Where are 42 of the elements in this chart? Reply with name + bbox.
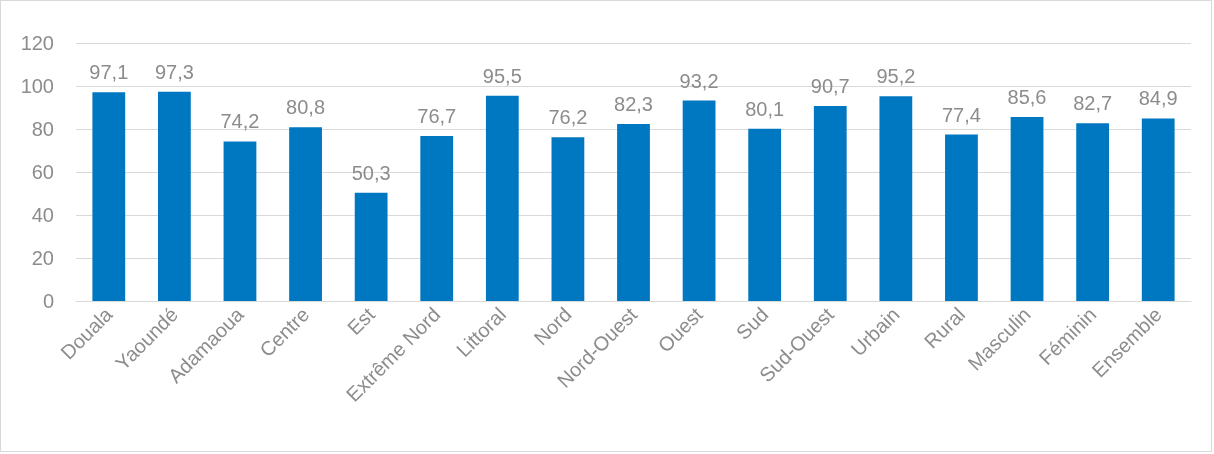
y-tick-label: 80 (31, 118, 54, 140)
data-label: 82,7 (1073, 92, 1113, 115)
data-label: 93,2 (679, 69, 719, 92)
data-label: 95,5 (482, 64, 522, 87)
bar (1141, 118, 1175, 301)
bar (485, 95, 519, 301)
bar (813, 106, 847, 301)
data-label: 95,2 (876, 65, 916, 88)
data-label: 80,8 (286, 96, 326, 119)
data-label: 50,3 (351, 161, 391, 184)
y-tick-label: 0 (42, 290, 54, 312)
bar (420, 136, 454, 301)
data-label: 85,6 (1007, 85, 1047, 108)
bar (682, 100, 716, 301)
bar (879, 96, 913, 301)
bar (945, 134, 978, 301)
y-tick-label: 120 (20, 32, 54, 54)
bar (157, 91, 191, 301)
bar (551, 137, 585, 301)
data-label: 90,7 (810, 75, 850, 97)
x-tick-label: Est (342, 302, 380, 340)
y-tick-label: 40 (31, 204, 54, 226)
bar (1076, 123, 1110, 301)
y-tick-label: 60 (31, 161, 54, 183)
bar (748, 128, 782, 301)
data-label: 74,2 (220, 110, 260, 133)
bar (223, 141, 257, 301)
y-tick-label: 100 (20, 75, 54, 97)
data-label: 97,1 (89, 61, 129, 84)
bar (617, 124, 650, 301)
y-tick-label: 20 (31, 247, 54, 269)
bar (92, 92, 126, 301)
data-label: 76,7 (417, 105, 457, 128)
data-label: 80,1 (745, 97, 785, 120)
bar (354, 192, 388, 301)
data-label: 97,3 (154, 60, 194, 83)
bar (289, 127, 322, 301)
bar (1010, 116, 1044, 301)
data-label: 84,9 (1138, 87, 1178, 110)
data-label: 76,2 (548, 106, 588, 129)
data-label: 82,3 (614, 93, 653, 116)
data-label: 77,4 (941, 103, 981, 126)
